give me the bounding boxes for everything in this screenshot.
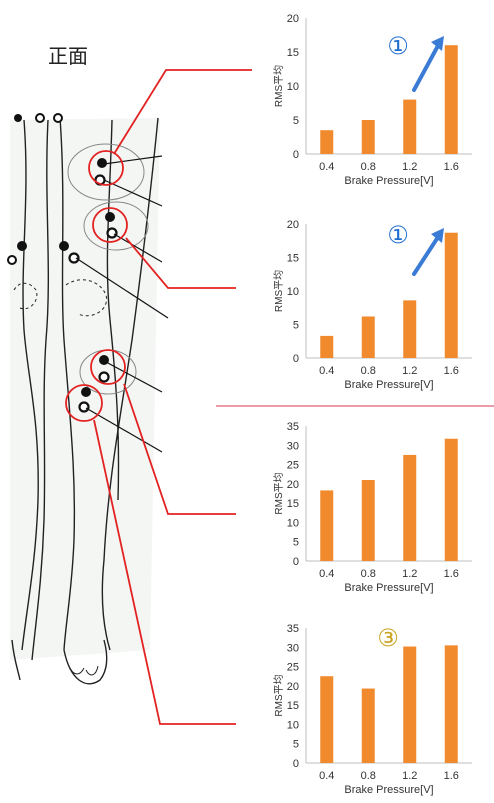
bar-chart-1: 0 5 10 15 20 RMS平均 0.4 0.8 1.2 1.6 Brake Pressure[… [273,13,472,187]
x-axis-label: Brake Pressure[V] [344,175,433,187]
bar-1.6 [444,232,458,358]
x-tick-label: 1.6 [444,161,459,173]
bar-0.8 [361,316,375,358]
bar-chart-4: 0 5 10 15 20 25 30 35 RMS平均 0.4 0.8 1.2 1.6 Brake Pre… [273,623,472,796]
bar-0.8 [361,120,375,154]
x-tick-label: 0.4 [319,365,334,377]
bar-0.4 [320,130,334,154]
y-tick-label: 0 [293,353,299,365]
x-tick-label: 0.8 [361,365,376,377]
y-tick-label: 0 [293,758,299,770]
bar-0.8 [361,688,375,763]
y-tick-label: 35 [287,421,299,433]
y-tick-label: 15 [287,253,299,265]
x-tick-label: 0.4 [319,161,334,173]
x-axis-label: Brake Pressure[V] [344,784,433,796]
y-tick-label: 35 [287,623,299,635]
electrode-markers [7,113,169,453]
leg-illustration [10,117,160,685]
x-axis-label: Brake Pressure[V] [344,582,433,594]
bar-0.4 [320,490,334,561]
bar-0.8 [361,480,375,561]
highlight-circle [65,384,103,422]
y-tick-label: 10 [287,719,299,731]
x-axis-label: Brake Pressure[V] [344,379,433,391]
y-tick-label: 20 [287,219,299,231]
y-tick-label: 5 [293,320,299,332]
bar-1.2 [403,300,417,358]
increase-arrow-icon [412,36,444,92]
y-tick-label: 15 [287,700,299,712]
y-tick-label: 0 [293,556,299,568]
bar-0.4 [320,335,334,358]
connector-line [125,237,236,289]
y-axis-label: RMS平均 [273,270,285,312]
y-tick-label: 20 [287,13,299,25]
bar-1.2 [403,99,417,154]
y-tick-label: 15 [287,498,299,510]
x-tick-label: 1.2 [402,365,417,377]
highlight-circle [90,349,126,385]
increase-arrow-icon [412,228,444,276]
bar-1.6 [444,645,458,763]
y-tick-label: 20 [287,681,299,693]
x-tick-label: 0.8 [361,161,376,173]
highlight-connectors [65,69,252,725]
bar-1.2 [403,454,417,561]
bar-chart-3: 0 5 10 15 20 25 30 35 RMS平均 0.4 0.8 1.2 1.6 Brake Pre… [273,421,472,594]
annotation-marker: ③ [377,625,399,652]
y-tick-label: 10 [287,81,299,93]
x-tick-label: 0.8 [361,568,376,580]
y-tick-label: 25 [287,460,299,472]
x-tick-label: 1.6 [444,770,459,782]
y-tick-label: 30 [287,440,299,452]
front-view-label: 正面 [48,44,88,68]
connector-line [113,69,252,155]
y-tick-label: 0 [293,149,299,161]
annotation-marker: ① [387,222,409,249]
y-axis-label: RMS平均 [273,65,285,107]
bar-1.2 [403,646,417,763]
x-tick-label: 1.6 [444,365,459,377]
bar-chart-2: 0 5 10 15 20 RMS平均 0.4 0.8 1.2 1.6 Brake Pressure[… [273,219,472,391]
x-tick-label: 0.4 [319,770,334,782]
y-axis-label: RMS平均 [273,472,285,514]
y-tick-label: 5 [293,537,299,549]
x-tick-label: 1.6 [444,568,459,580]
y-tick-label: 25 [287,662,299,674]
y-tick-label: 10 [287,286,299,298]
bar-1.6 [444,45,458,155]
y-tick-label: 20 [287,479,299,491]
bar-1.6 [444,438,458,561]
y-tick-label: 30 [287,642,299,654]
highlight-circle [92,207,128,243]
connector-line [123,383,236,515]
x-tick-label: 1.2 [402,568,417,580]
y-tick-label: 10 [287,517,299,529]
bar-0.4 [320,676,334,763]
x-tick-label: 1.2 [402,161,417,173]
y-tick-label: 5 [293,739,299,751]
connector-line [93,419,236,725]
annotation-marker: ① [387,33,409,60]
y-tick-label: 5 [293,115,299,127]
highlight-circle [88,150,124,186]
y-tick-label: 15 [287,47,299,59]
y-axis-label: RMS平均 [273,674,285,716]
x-tick-label: 1.2 [402,770,417,782]
x-tick-label: 0.8 [361,770,376,782]
x-tick-label: 0.4 [319,568,334,580]
